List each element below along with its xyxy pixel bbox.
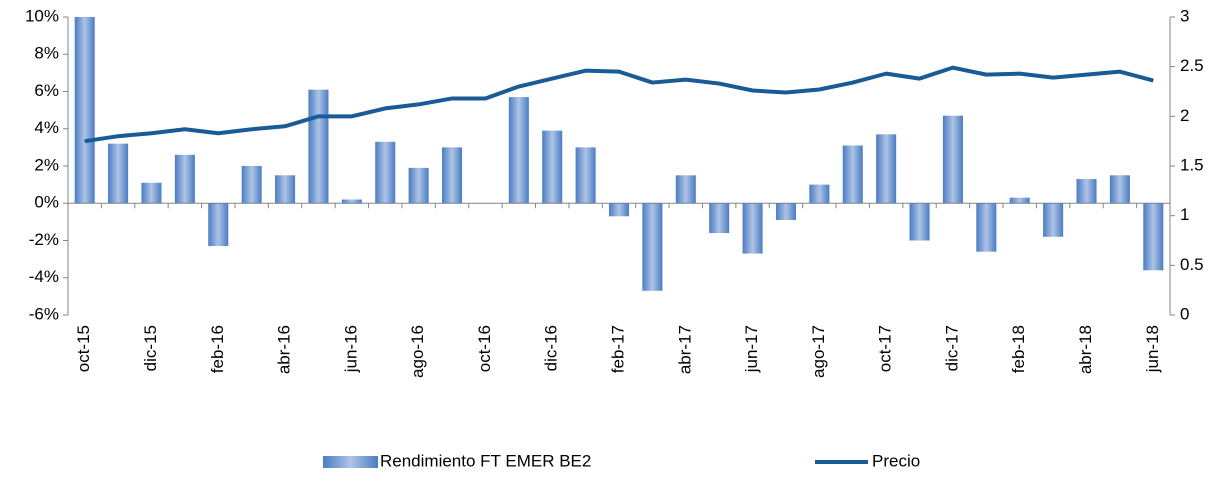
bar — [909, 203, 930, 241]
bar — [1043, 203, 1064, 237]
y2-tick-label: 2 — [1180, 106, 1189, 125]
y2-tick-label: 2.5 — [1180, 56, 1204, 75]
bar — [742, 203, 763, 254]
bar — [675, 175, 696, 204]
bar — [174, 154, 195, 204]
y-tick-label: 10% — [25, 6, 59, 25]
x-tick-label: feb-18 — [1009, 325, 1028, 373]
bar — [775, 203, 796, 221]
x-tick-label: dic-15 — [141, 325, 160, 371]
bar — [275, 175, 296, 204]
y-tick-label: 0% — [34, 193, 59, 212]
bar — [208, 203, 229, 247]
bar — [241, 166, 262, 204]
x-tick-label: oct-17 — [876, 325, 895, 372]
x-tick-label: jun-18 — [1143, 325, 1162, 373]
bar — [341, 199, 362, 204]
bar — [1076, 179, 1097, 204]
bar — [809, 184, 830, 204]
bar — [1009, 197, 1030, 204]
y2-tick-label: 0.5 — [1180, 255, 1204, 274]
bar — [141, 182, 162, 204]
bar — [442, 147, 463, 204]
x-tick-label: ago-16 — [408, 325, 427, 378]
x-tick-label: feb-16 — [208, 325, 227, 373]
y-tick-label: 8% — [34, 44, 59, 63]
legend-label: Precio — [872, 451, 920, 470]
line — [84, 65, 1154, 144]
x-tick-label: abr-16 — [275, 325, 294, 374]
x-tick-label: abr-17 — [675, 325, 694, 374]
y-tick-label: 6% — [34, 81, 59, 100]
bar — [308, 89, 329, 204]
y-tick-label: 2% — [34, 155, 59, 174]
y2-tick-label: 0 — [1180, 304, 1189, 323]
x-tick-label: oct-16 — [475, 325, 494, 372]
bar — [876, 134, 897, 204]
bar — [709, 203, 730, 234]
bar — [642, 203, 663, 291]
y2-tick-label: 3 — [1180, 6, 1189, 25]
bar — [508, 97, 529, 204]
y2-tick-label: 1.5 — [1180, 155, 1204, 174]
x-tick-label: dic-17 — [942, 325, 961, 371]
y-tick-label: 4% — [34, 118, 59, 137]
x-tick-label: oct-15 — [74, 325, 93, 372]
bar — [1109, 175, 1130, 204]
bar — [108, 143, 129, 204]
bar — [942, 115, 963, 204]
bar — [1143, 203, 1164, 271]
y-tick-label: -6% — [29, 304, 59, 323]
bar — [408, 167, 429, 204]
x-tick-label: abr-18 — [1076, 325, 1095, 374]
x-tick-label: dic-16 — [542, 325, 561, 371]
bar — [74, 17, 95, 204]
bar — [976, 203, 997, 252]
y2-tick-label: 1 — [1180, 205, 1189, 224]
x-tick-label: feb-17 — [608, 325, 627, 373]
bar — [542, 130, 563, 204]
y-tick-label: -4% — [29, 267, 59, 286]
legend-swatch — [323, 456, 378, 468]
x-tick-label: jun-16 — [341, 325, 360, 373]
bar — [842, 145, 863, 204]
y-tick-label: -2% — [29, 230, 59, 249]
x-tick-label: jun-17 — [742, 325, 761, 373]
bar — [608, 203, 630, 217]
x-tick-label: ago-17 — [809, 325, 828, 378]
bar — [575, 147, 596, 204]
bar — [375, 141, 396, 204]
legend-label: Rendimiento FT EMER BE2 — [380, 451, 591, 470]
